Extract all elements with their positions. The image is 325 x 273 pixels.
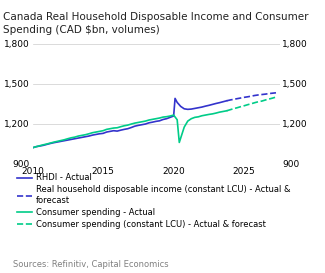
- Text: Canada Real Household Disposable Income and Consumer
Spending (CAD $bn, volumes): Canada Real Household Disposable Income …: [3, 12, 309, 35]
- Text: Sources: Refinitiv, Capital Economics: Sources: Refinitiv, Capital Economics: [13, 260, 169, 269]
- Legend: RHDI - Actual, Real household disposable income (constant LCU) - Actual &
foreca: RHDI - Actual, Real household disposable…: [17, 173, 291, 229]
